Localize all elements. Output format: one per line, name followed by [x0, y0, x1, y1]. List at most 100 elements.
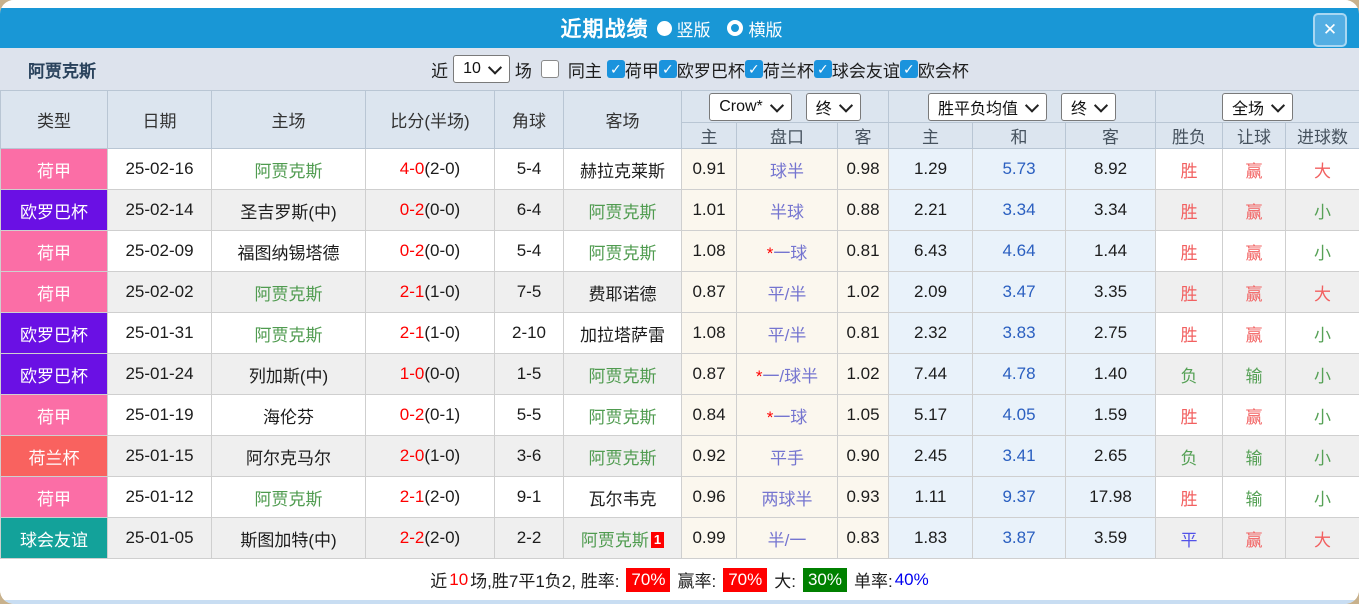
halftime-score: (0-0) — [424, 200, 461, 219]
home-team-name: 阿贾克斯 — [254, 489, 323, 509]
home-team-name: 海伦芬 — [263, 407, 314, 427]
league-filter-2[interactable]: ✓ 荷兰杯 — [744, 57, 814, 82]
cell-result: 胜 — [1155, 148, 1224, 190]
cell-type-badge: 荷甲 — [0, 148, 108, 190]
cell-odds-away: 0.98 — [837, 148, 889, 190]
header-scope-group: 全场 — [1155, 90, 1359, 123]
results-table: 类型 日期 主场 比分(半场) 角球 客场 Crow* 终 — [0, 90, 1359, 559]
fulltime-score: 2-1 — [399, 487, 425, 506]
radio-horizontal-view[interactable]: 横版 — [726, 16, 783, 41]
home-team-name: 阿贾克斯 — [254, 284, 323, 304]
cell-handicap-result: 赢 — [1222, 230, 1287, 272]
cell-handicap: *一球 — [736, 394, 838, 436]
cell-home-team: 福图纳锡塔德 — [211, 230, 366, 272]
match-count-value: 10 — [463, 60, 481, 77]
cell-handicap-result: 赢 — [1222, 271, 1287, 313]
summary-bar: 近 10 场,胜7平1负2, 胜率: 70% 赢率: 70% 大: 30% 单率: 40% — [0, 559, 1359, 600]
cell-avg-draw: 5.73 — [972, 148, 1066, 190]
avg-state-select[interactable]: 终 — [1061, 92, 1117, 121]
header-away: 客场 — [563, 90, 682, 149]
table-row: 荷甲 25-02-02 阿贾克斯 2-1(1-0) 7-5 费耶诺德 0.87 平/半 1.02… — [0, 271, 1359, 313]
subheader-goals: 进球数 — [1285, 122, 1359, 149]
league-filter-4[interactable]: ✓ 欧会杯 — [899, 57, 969, 82]
cell-avg-draw: 4.78 — [972, 353, 1066, 395]
handicap-value: 一球 — [773, 243, 808, 263]
league-filter-label: 欧会杯 — [917, 61, 969, 81]
cell-corners: 5-4 — [494, 230, 564, 272]
dialog-bottom-edge — [0, 600, 1359, 604]
league-filter-1[interactable]: ✓ 欧罗巴杯 — [658, 57, 745, 82]
cell-corners: 6-4 — [494, 189, 564, 231]
table-row: 欧罗巴杯 25-02-14 圣吉罗斯(中) 0-2(0-0) 6-4 阿贾克斯 1.01 半球… — [0, 189, 1359, 231]
cell-avg-away: 8.92 — [1064, 148, 1157, 190]
cell-goals-result: 小 — [1285, 312, 1359, 354]
filter-bar: 阿贾克斯 近 10 场 同主 ✓ 荷甲 ✓ 欧罗巴杯 ✓ 荷兰杯 ✓ 球会友谊 ✓ 欧会杯 — [0, 48, 1359, 90]
odds-company-select[interactable]: Crow* — [709, 92, 792, 121]
cell-score: 4-0(2-0) — [365, 148, 495, 190]
radio-vertical-view[interactable]: 竖版 — [656, 16, 711, 41]
cell-avg-draw: 4.05 — [972, 394, 1066, 436]
cell-away-team: 阿贾克斯 — [563, 353, 682, 395]
cell-odds-home: 0.87 — [681, 353, 737, 395]
cell-handicap-result: 赢 — [1222, 148, 1287, 190]
cell-result: 胜 — [1155, 189, 1224, 231]
league-filter-label: 荷兰杯 — [762, 61, 814, 81]
cell-odds-home: 0.87 — [681, 271, 737, 313]
cell-odds-away: 0.81 — [837, 312, 889, 354]
handicap-value: 平手 — [770, 448, 804, 468]
cell-score: 2-0(1-0) — [365, 435, 495, 477]
team-name: 阿贾克斯 — [28, 61, 96, 81]
cell-result: 负 — [1155, 435, 1224, 477]
cell-odds-home: 0.92 — [681, 435, 737, 477]
fulltime-score: 2-0 — [399, 446, 425, 465]
checkbox-checked-icon: ✓ — [606, 60, 625, 78]
avg-type-select[interactable]: 胜平负均值 — [928, 92, 1048, 121]
cell-odds-away: 1.05 — [837, 394, 889, 436]
league-filter-0[interactable]: ✓ 荷甲 — [606, 57, 659, 82]
league-filter-3[interactable]: ✓ 球会友谊 — [813, 57, 900, 82]
cell-corners: 2-10 — [494, 312, 564, 354]
cell-away-team: 费耶诺德 — [563, 271, 682, 313]
halftime-score: (0-0) — [424, 364, 461, 383]
cell-handicap: 平/半 — [736, 312, 838, 354]
cell-date: 25-01-12 — [107, 476, 212, 518]
cell-score: 2-1(1-0) — [365, 271, 495, 313]
chevron-down-icon — [1093, 98, 1109, 113]
close-button[interactable]: ✕ — [1313, 13, 1347, 47]
header-company-group: Crow* 终 — [681, 90, 889, 123]
table-row: 荷甲 25-01-12 阿贾克斯 2-1(2-0) 9-1 瓦尔韦克 0.96 两球半 0.93… — [0, 476, 1359, 518]
home-team-name: 阿尔克马尔 — [246, 448, 331, 468]
cell-handicap: *一球 — [736, 230, 838, 272]
halftime-score: (2-0) — [424, 159, 461, 178]
chevron-down-icon — [769, 98, 784, 113]
table-row: 荷甲 25-02-16 阿贾克斯 4-0(2-0) 5-4 赫拉克莱斯 0.91 球半 0.98… — [0, 148, 1359, 190]
cell-away-team: 加拉塔萨雷 — [563, 312, 682, 354]
close-icon: ✕ — [1322, 20, 1338, 39]
cell-date: 25-01-19 — [107, 394, 212, 436]
cell-avg-draw: 3.87 — [972, 517, 1066, 559]
cell-date: 25-01-05 — [107, 517, 212, 559]
titlebar: 近期战绩 竖版 横版 ✕ — [0, 8, 1359, 48]
home-team-name: 阿贾克斯 — [254, 161, 323, 181]
summary-text: 大: — [774, 572, 796, 591]
odds-state-select[interactable]: 终 — [805, 92, 861, 121]
cell-avg-draw: 3.34 — [972, 189, 1066, 231]
cell-home-team: 阿贾克斯 — [211, 148, 366, 190]
cell-handicap-result: 赢 — [1222, 394, 1287, 436]
table-row: 欧罗巴杯 25-01-24 列加斯(中) 1-0(0-0) 1-5 阿贾克斯 0.87 *一/… — [0, 353, 1359, 395]
cell-score: 0-2(0-0) — [365, 230, 495, 272]
scope-select[interactable]: 全场 — [1222, 92, 1294, 121]
cell-handicap-result: 输 — [1222, 476, 1287, 518]
away-team-name: 阿贾克斯 — [580, 530, 649, 550]
cell-corners: 5-5 — [494, 394, 564, 436]
cell-corners: 7-5 — [494, 271, 564, 313]
cell-date: 25-02-09 — [107, 230, 212, 272]
cell-home-team: 圣吉罗斯(中) — [211, 189, 366, 231]
same-home-checkbox[interactable] — [540, 60, 559, 78]
checkbox-checked-icon: ✓ — [658, 60, 677, 78]
chevron-down-icon — [838, 98, 853, 113]
cell-avg-home: 2.09 — [888, 271, 973, 313]
cell-goals-result: 大 — [1285, 517, 1359, 559]
match-count-select[interactable]: 10 — [453, 55, 510, 83]
cell-odds-away: 0.88 — [837, 189, 889, 231]
